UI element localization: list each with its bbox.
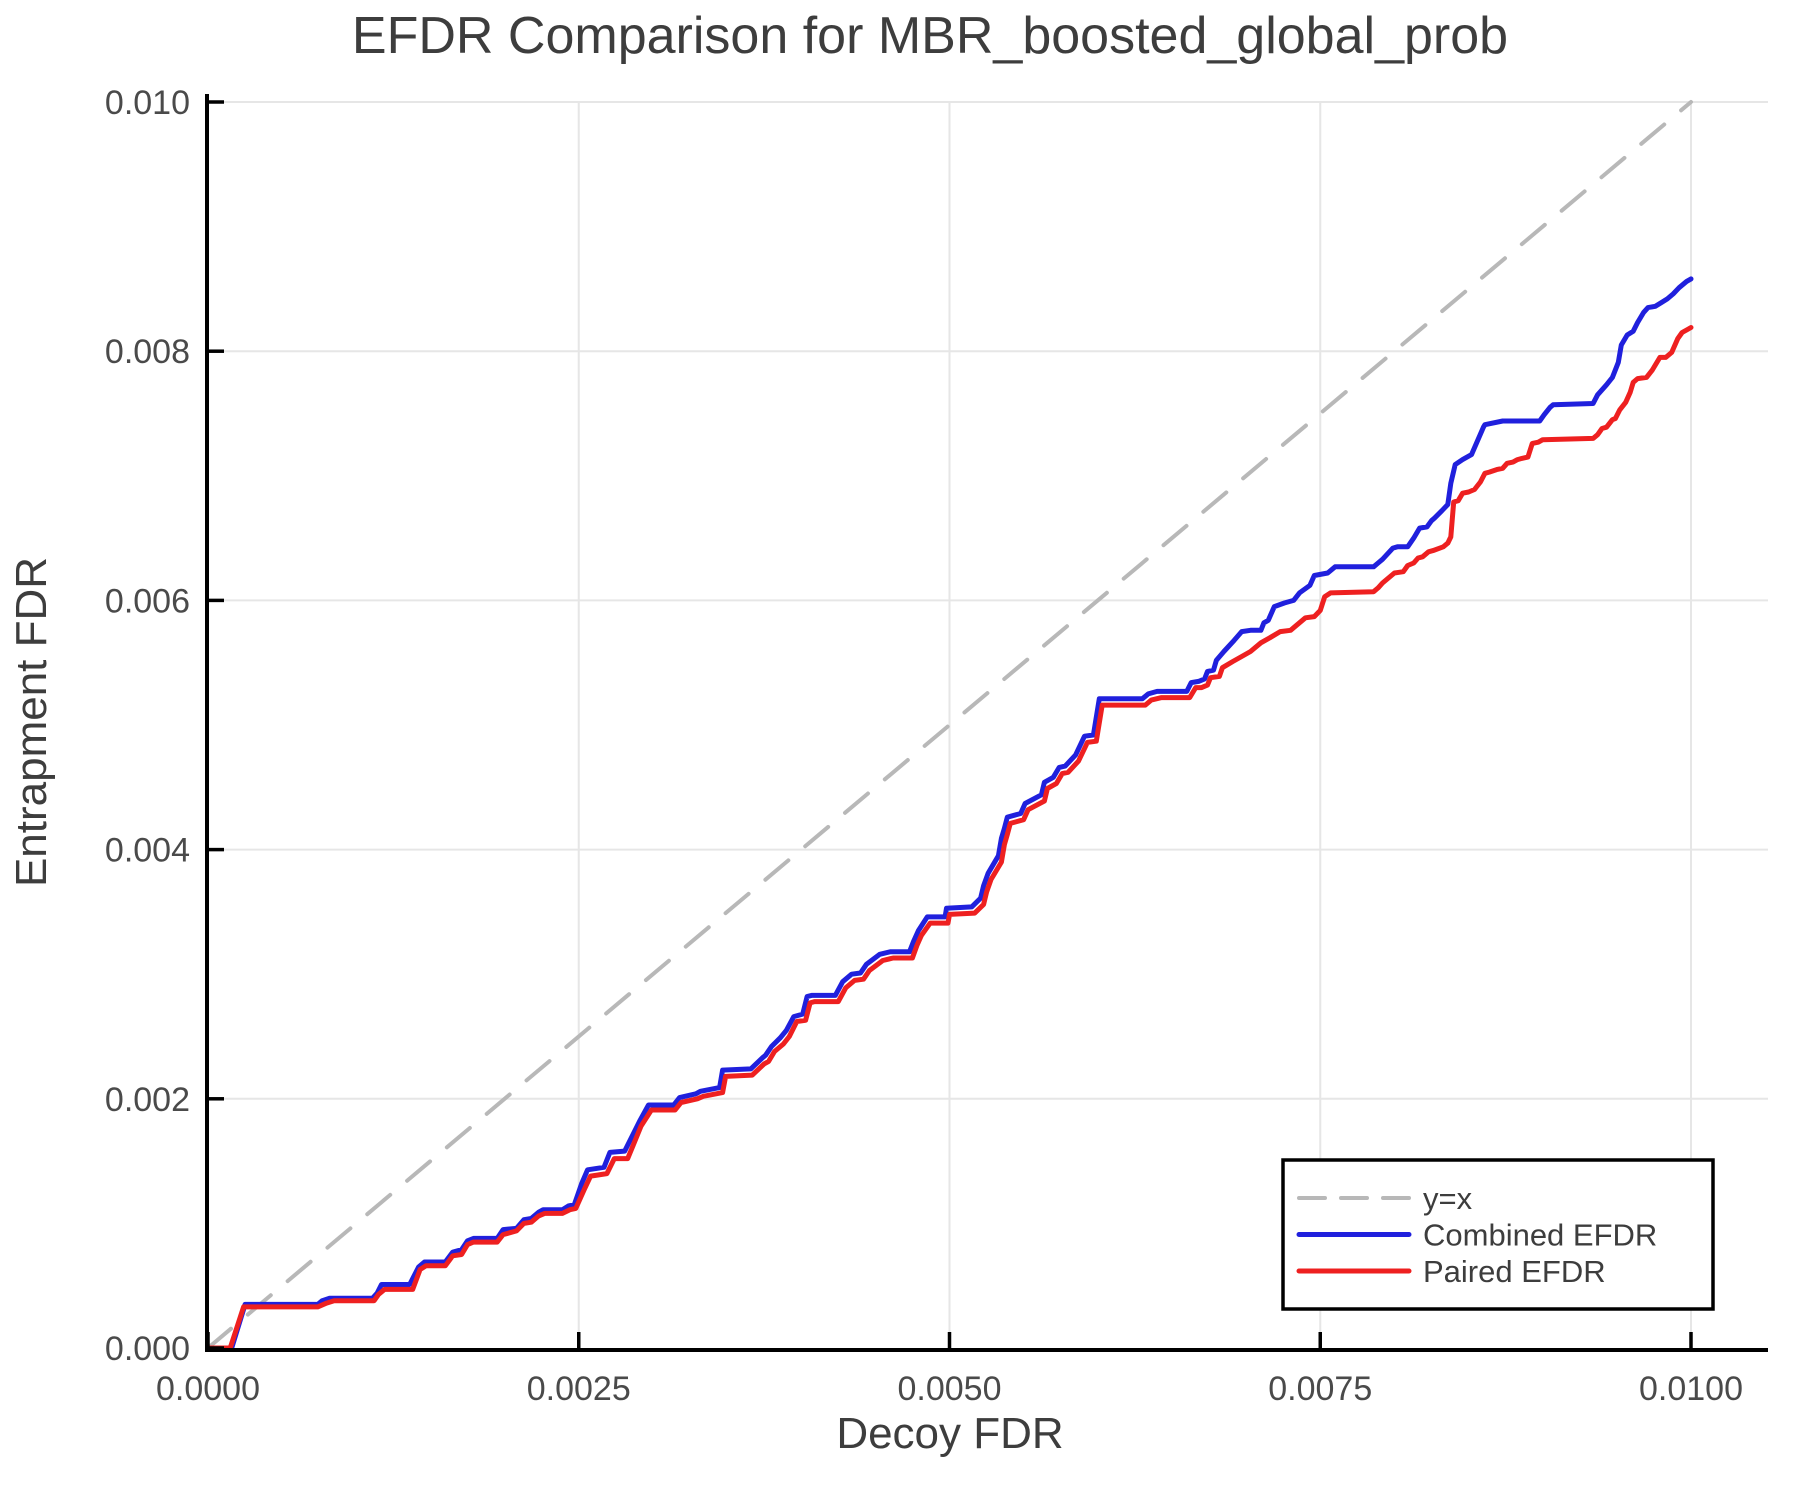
data-series [205, 100, 1694, 1351]
series-combined-efdr [205, 276, 1694, 1351]
y-tick-label: 0.006 [105, 582, 190, 620]
series-y-x [206, 100, 1693, 1350]
x-tick-label: 0.0000 [156, 1370, 260, 1408]
chart-title: EFDR Comparison for MBR_boosted_global_p… [351, 7, 1509, 65]
legend-label: y=x [1423, 1181, 1473, 1216]
x-axis-label: Decoy FDR [836, 1409, 1063, 1458]
x-tick-label: 0.0050 [898, 1370, 1002, 1408]
y-tick-label: 0.004 [105, 832, 190, 870]
y-axis-label: Entrapment FDR [7, 557, 56, 887]
grid-lines [208, 101, 1768, 1348]
axis-spines [205, 94, 1768, 1352]
tick-labels: 0.0000 0.0025 0.0050 0.0075 0.0100 0.000 0.002… [105, 84, 1743, 1408]
y-tick-label: 0.000 [105, 1330, 190, 1368]
y-tick-label: 0.008 [105, 333, 190, 371]
y-tick-label: 0.002 [105, 1081, 190, 1119]
legend-label: Paired EFDR [1423, 1254, 1606, 1289]
x-tick-label: 0.0075 [1268, 1370, 1372, 1408]
series-paired-efdr [205, 325, 1694, 1351]
axis-ticks [206, 100, 1693, 1350]
x-tick-label: 0.0100 [1639, 1370, 1743, 1408]
y-tick-label: 0.010 [105, 84, 190, 122]
x-tick-label: 0.0025 [527, 1370, 631, 1408]
legend-label: Combined EFDR [1423, 1218, 1657, 1253]
